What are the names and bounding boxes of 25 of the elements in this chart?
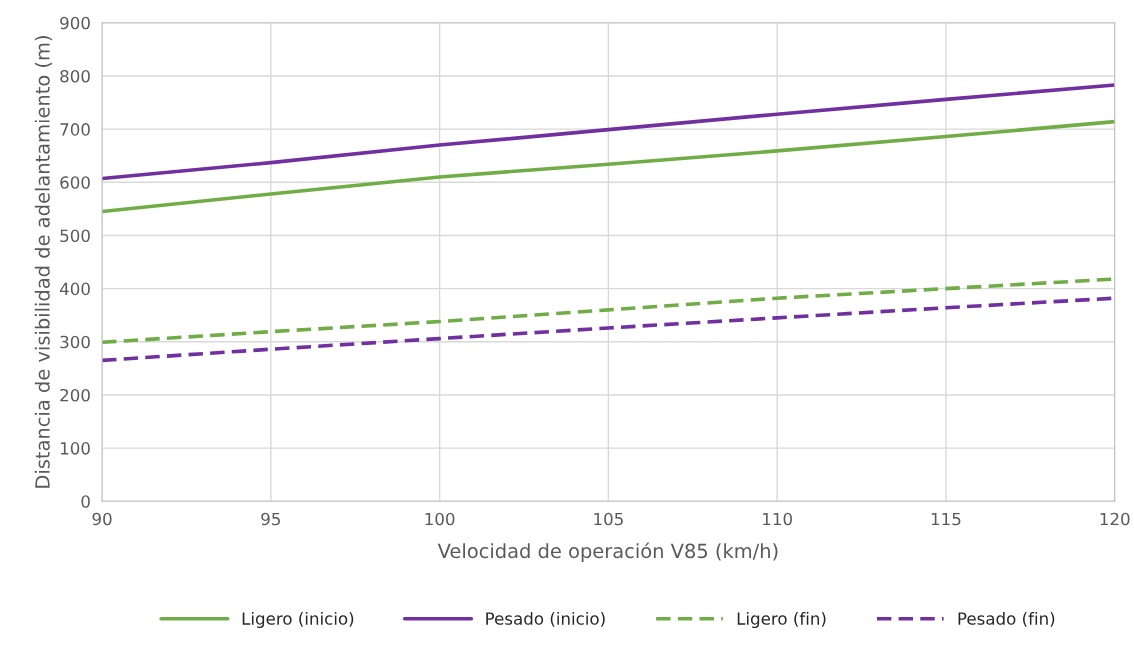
legend-label: Ligero (fin) [737, 611, 826, 629]
legend-label: Pesado (fin) [958, 611, 1055, 627]
x-tick-label: 115 [931, 512, 961, 526]
x-tick-label: 90 [92, 512, 112, 526]
y-tick-label: 700 [60, 123, 90, 136]
y-tick-label: 900 [60, 16, 90, 30]
x-tick-label: 95 [261, 512, 280, 526]
y-tick-label: 800 [60, 69, 90, 83]
x-tick-label: 120 [1100, 512, 1130, 526]
x-axis-title: Velocidad de operación V85 (km/h) [437, 542, 778, 562]
y-tick-label: 0 [81, 495, 90, 508]
y-axis-title: Distancia de visibilidad de adelantamiento (m) [34, 36, 53, 488]
y-tick-label: 200 [60, 388, 90, 402]
x-tick-label: 100 [425, 512, 455, 526]
y-tick-label: 300 [60, 335, 90, 349]
y-tick-label: 100 [60, 442, 90, 455]
legend-label: Pesado (inicio) [486, 611, 605, 627]
x-tick-label: 110 [763, 512, 792, 526]
y-tick-label: 500 [60, 229, 90, 243]
y-tick-label: 400 [59, 282, 90, 296]
legend-label: Ligero (inicio) [242, 611, 354, 629]
y-tick-label: 600 [60, 176, 90, 189]
line-series [102, 83, 1115, 181]
line-series [102, 119, 1115, 214]
x-tick-label: 105 [594, 512, 623, 526]
